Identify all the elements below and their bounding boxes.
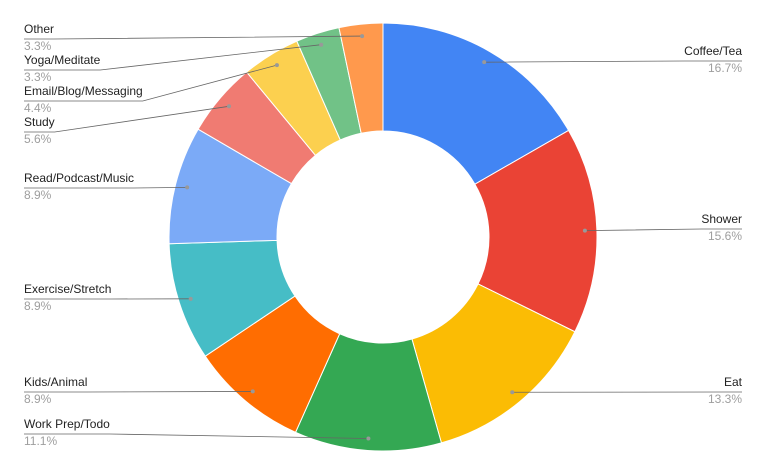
- label-name: Email/Blog/Messaging: [24, 84, 143, 98]
- slice: [338, 22, 384, 134]
- leader-dot: [188, 296, 193, 301]
- leader-line: [584, 228, 742, 232]
- leader-line: [24, 433, 369, 439]
- leader-dot: [185, 185, 190, 190]
- label-value: 13.3%: [708, 392, 742, 406]
- label-name: Study: [24, 115, 55, 129]
- slice: [382, 22, 570, 185]
- leader-line: [24, 64, 278, 102]
- leader-dot: [360, 34, 365, 39]
- slice: [474, 129, 598, 333]
- label-value: 8.9%: [24, 392, 52, 406]
- leader-dot: [582, 228, 587, 233]
- leader-line: [24, 35, 363, 40]
- label-value: 8.9%: [24, 188, 52, 202]
- label-name: Exercise/Stretch: [24, 282, 111, 296]
- label-value: 4.4%: [24, 101, 52, 115]
- label-value: 3.3%: [24, 39, 52, 53]
- label-value: 16.7%: [708, 61, 742, 75]
- leader-line: [24, 391, 253, 393]
- label-name: Kids/Animal: [24, 375, 87, 389]
- leader-dot: [226, 104, 231, 109]
- label-value: 5.6%: [24, 132, 52, 146]
- label-name: Shower: [701, 212, 742, 226]
- label-name: Yoga/Meditate: [24, 53, 101, 67]
- label-name: Read/Podcast/Music: [24, 171, 134, 185]
- leader-line: [24, 44, 322, 71]
- label-name: Work Prep/Todo: [24, 417, 110, 431]
- label-name: Eat: [724, 375, 743, 389]
- label-value: 8.9%: [24, 299, 52, 313]
- label-value: 11.1%: [24, 434, 57, 448]
- leader-dot: [482, 60, 487, 65]
- leader-dot: [510, 390, 515, 395]
- leader-dot: [250, 389, 255, 394]
- leader-dot: [274, 63, 279, 68]
- leader-line: [24, 105, 230, 133]
- label-name: Other: [24, 22, 54, 36]
- leader-dot: [366, 436, 371, 441]
- leader-dot: [319, 42, 324, 47]
- leader-line: [24, 186, 188, 189]
- label-value: 3.3%: [24, 70, 52, 84]
- label-value: 15.6%: [708, 229, 742, 243]
- label-name: Coffee/Tea: [684, 44, 742, 58]
- leader-line: [484, 60, 742, 63]
